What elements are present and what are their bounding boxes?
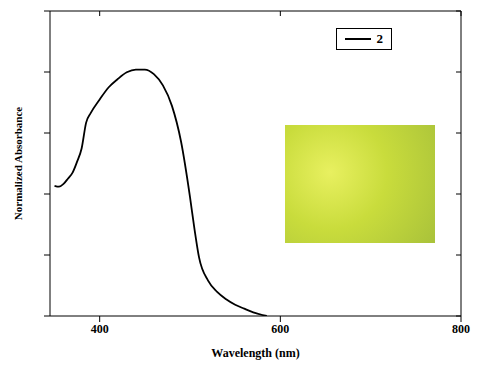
svg-text:Normalized Absorbance: Normalized Absorbance [12,107,24,220]
svg-text:400: 400 [91,322,109,336]
svg-text:Wavelength (nm): Wavelength (nm) [211,346,299,360]
html-text:2: 2 [376,31,383,46]
svg-text:600: 600 [271,322,289,336]
svg-text:800: 800 [452,322,470,336]
